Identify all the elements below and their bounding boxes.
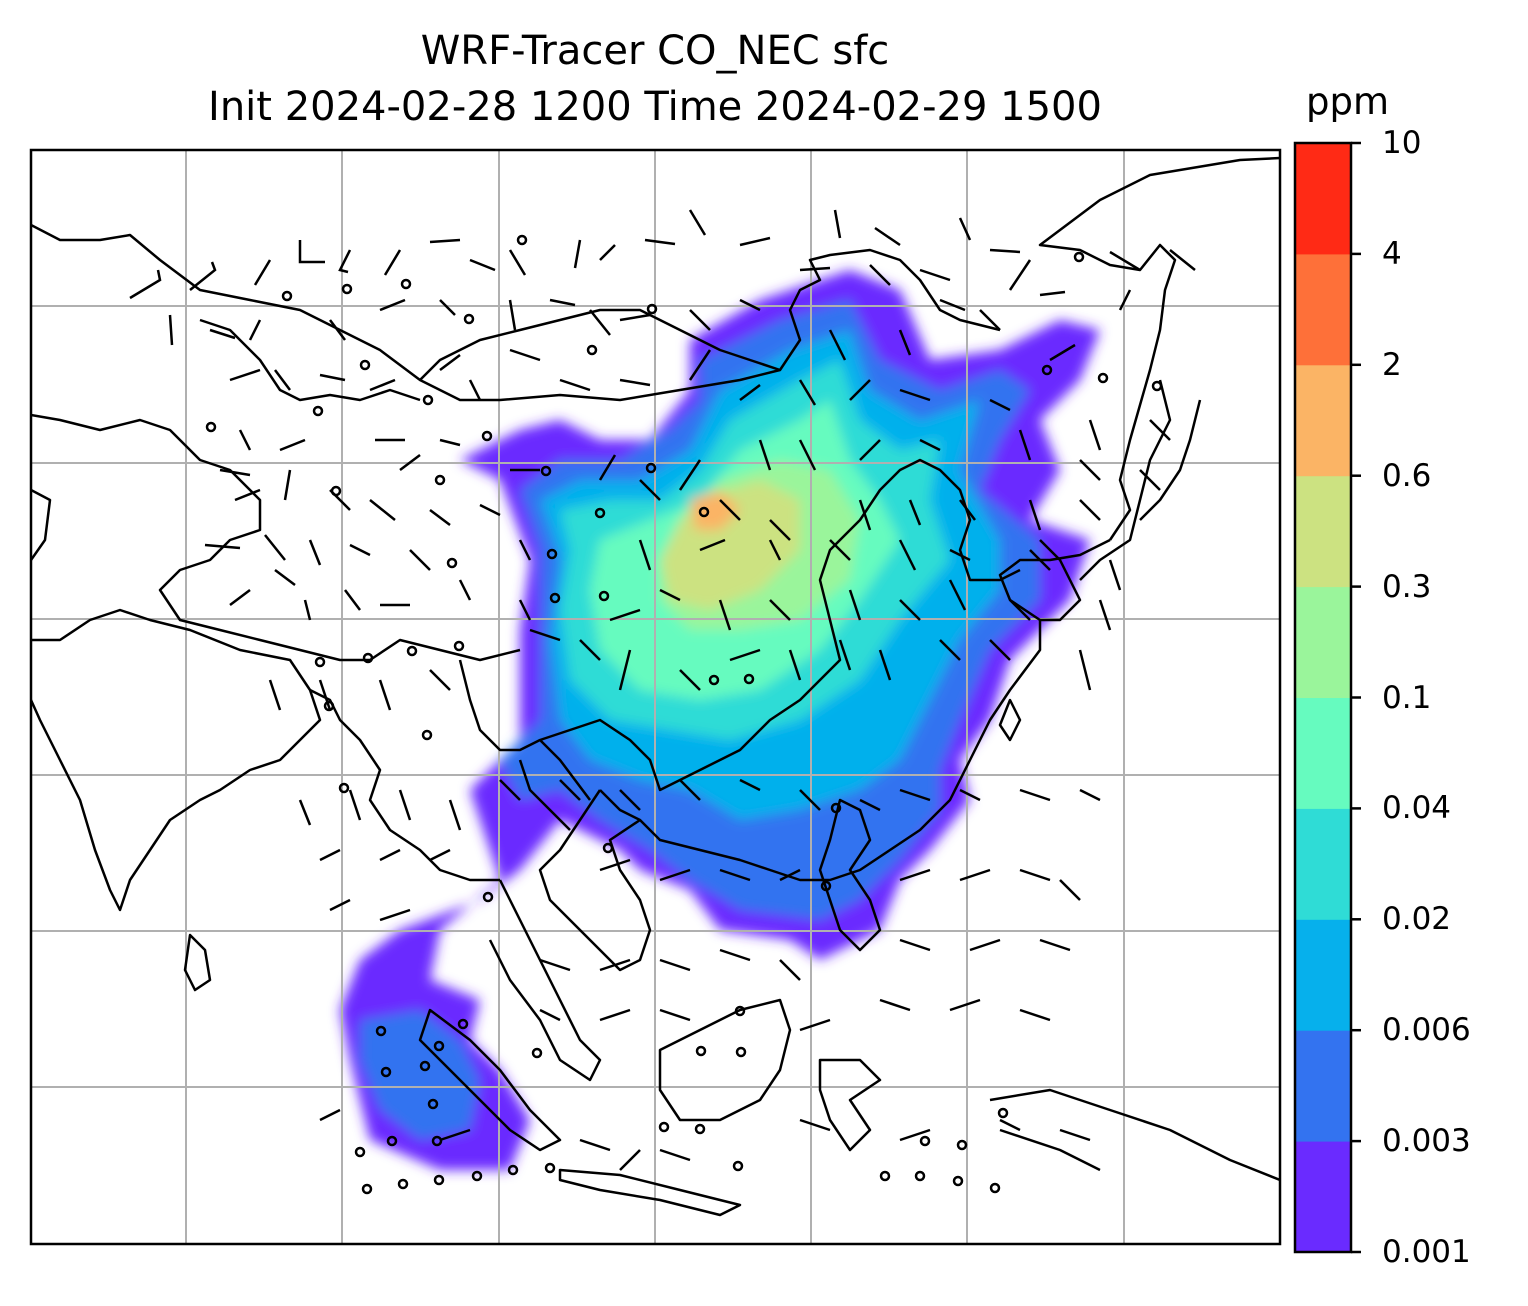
colorbar-tick-label: 0.001: [1382, 1234, 1471, 1270]
colorbar-segment: [1295, 1141, 1351, 1253]
colorbar-tick-label: 0.006: [1382, 1012, 1471, 1049]
colorbar-segment: [1295, 586, 1351, 698]
colorbar-tick-label: 0.04: [1382, 790, 1452, 827]
colorbar-segment: [1295, 475, 1351, 588]
colorbar-segment: [1295, 919, 1351, 1031]
colorbar-segment: [1295, 1030, 1351, 1142]
chart-title-line2: Init 2024-02-28 1200 Time 2024-02-29 150…: [208, 84, 1102, 130]
colorbar-tick-label: 0.3: [1382, 568, 1432, 605]
coastlines: [31, 156, 1280, 1217]
coast-philippines: [818, 798, 882, 952]
concentration-field: [340, 270, 1100, 1170]
colorbar-tick-label: 0.02: [1382, 901, 1452, 938]
field-layer-8: [690, 490, 740, 530]
coast-northeast-asia: [1038, 156, 1280, 541]
coast-sumatra: [418, 1008, 562, 1152]
wind-barbs: [129, 209, 1196, 1171]
coast-srilanka: [183, 933, 212, 992]
coast-india: [31, 608, 322, 912]
coast-malay: [488, 879, 602, 1082]
colorbar-tick-label: 2: [1382, 346, 1402, 383]
coast-bay: [309, 688, 500, 882]
colorbar-tick-label: 0.003: [1382, 1123, 1471, 1160]
colorbar-segment: [1295, 808, 1351, 920]
colorbar-tick-label: 0.1: [1382, 679, 1432, 716]
calm-circles: [205, 234, 1163, 1195]
border-mongolia: [419, 308, 781, 381]
colorbar-segment: [1295, 143, 1351, 255]
colorbar-segment: [1295, 364, 1351, 477]
border-north: [31, 223, 1001, 402]
coast-korea: [1039, 539, 1082, 622]
coast-sulawesi: [818, 1058, 882, 1152]
colorbar-unit: ppm: [1306, 80, 1390, 123]
field-layer-2b: [360, 1010, 480, 1140]
colorbar: [1293, 141, 1361, 1254]
coast-java: [558, 1168, 742, 1217]
coast-taiwan: [998, 698, 1022, 742]
coast-borneo: [658, 998, 792, 1122]
colorbar-tick-label: 4: [1382, 235, 1402, 272]
map-frame: [29, 148, 1282, 1246]
coast-arabia: [31, 488, 52, 561]
border-china-west: [31, 413, 521, 662]
coast-new-guinea: [989, 1088, 1280, 1182]
chart-title-line1: WRF-Tracer CO_NEC sfc: [420, 28, 890, 74]
gridlines: [31, 150, 1280, 1244]
coast-china-east: [599, 538, 1111, 882]
colorbar-tick-label: 0.6: [1382, 457, 1432, 494]
border-inner: [199, 318, 591, 831]
colorbar-segment: [1295, 253, 1351, 366]
coast-indochina: [538, 789, 652, 972]
colorbar-segment: [1295, 697, 1351, 809]
colorbar-tick-label: 10: [1382, 125, 1422, 161]
coast-japan: [1079, 379, 1202, 581]
